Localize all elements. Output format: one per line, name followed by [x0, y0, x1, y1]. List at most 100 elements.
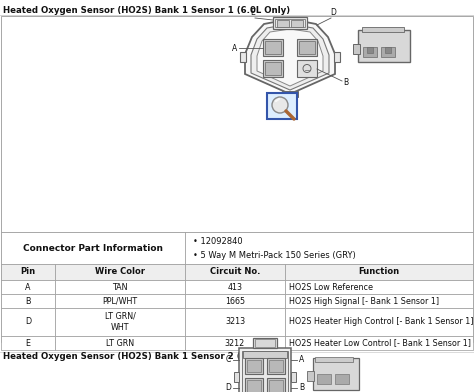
Text: LT GRN/: LT GRN/: [105, 312, 136, 321]
Bar: [242, 351, 288, 392]
Text: Wire Color: Wire Color: [95, 267, 145, 276]
Text: B: B: [299, 383, 304, 392]
Bar: [297, 60, 317, 77]
Bar: [1, 336, 55, 350]
Bar: [1, 308, 55, 336]
Bar: [282, 91, 298, 97]
Text: HO2S High Signal [- Bank 1 Sensor 1]: HO2S High Signal [- Bank 1 Sensor 1]: [289, 296, 439, 305]
Bar: [247, 380, 261, 392]
Bar: [185, 232, 473, 264]
Text: E: E: [26, 339, 30, 347]
Bar: [55, 264, 185, 280]
Text: Function: Function: [358, 267, 400, 276]
Bar: [363, 47, 377, 57]
Text: 3212: 3212: [225, 339, 245, 347]
Bar: [245, 358, 263, 374]
Text: TAN: TAN: [112, 283, 128, 292]
Text: A: A: [299, 356, 304, 365]
Bar: [1, 264, 55, 280]
Bar: [285, 294, 473, 308]
Bar: [367, 47, 373, 53]
Bar: [285, 308, 473, 336]
Bar: [263, 39, 283, 56]
Bar: [297, 39, 317, 56]
Bar: [269, 360, 283, 372]
Bar: [1, 280, 55, 294]
Bar: [185, 336, 285, 350]
Polygon shape: [251, 24, 329, 90]
Bar: [267, 378, 285, 392]
Bar: [255, 339, 275, 347]
Bar: [381, 47, 395, 57]
Polygon shape: [257, 29, 323, 86]
Bar: [1, 294, 55, 308]
Text: HO2S Heater High Control [- Bank 1 Sensor 1]: HO2S Heater High Control [- Bank 1 Senso…: [289, 318, 474, 327]
Bar: [239, 348, 291, 392]
Bar: [313, 358, 359, 390]
Text: 1665: 1665: [225, 296, 245, 305]
Bar: [1, 16, 473, 232]
Bar: [285, 280, 473, 294]
Bar: [307, 371, 314, 381]
Text: LT GRN: LT GRN: [106, 339, 134, 347]
Bar: [277, 20, 289, 27]
Bar: [299, 41, 315, 54]
Bar: [315, 357, 353, 362]
Text: Heated Oxygen Sensor (HO2S) Bank 1 Sensor 1 (6.0L Only): Heated Oxygen Sensor (HO2S) Bank 1 Senso…: [3, 6, 290, 15]
Bar: [285, 264, 473, 280]
Bar: [317, 374, 331, 384]
Text: D: D: [225, 383, 231, 392]
Text: Connector Part Information: Connector Part Information: [23, 243, 163, 252]
Text: • 12092840: • 12092840: [193, 236, 243, 245]
Text: D: D: [330, 8, 336, 17]
Bar: [269, 380, 283, 392]
Text: Pin: Pin: [20, 267, 36, 276]
Bar: [253, 338, 277, 348]
Bar: [334, 52, 340, 62]
Bar: [1, 232, 185, 264]
Text: • 5 Way M Metri-Pack 150 Series (GRY): • 5 Way M Metri-Pack 150 Series (GRY): [193, 250, 356, 260]
Bar: [185, 294, 285, 308]
Bar: [185, 308, 285, 336]
Text: E: E: [251, 8, 255, 17]
Text: D: D: [25, 318, 31, 327]
Text: Heated Oxygen Sensor (HO2S) Bank 1 Sensor 2 (6.0L Only): Heated Oxygen Sensor (HO2S) Bank 1 Senso…: [3, 352, 290, 361]
Bar: [385, 47, 391, 53]
Bar: [265, 62, 281, 75]
Bar: [234, 372, 239, 382]
Text: B: B: [343, 78, 348, 87]
Text: C: C: [226, 356, 231, 365]
Text: 3213: 3213: [225, 318, 245, 327]
Bar: [240, 52, 246, 62]
Bar: [285, 336, 473, 350]
Text: A: A: [232, 44, 237, 53]
Bar: [243, 351, 287, 358]
Bar: [265, 41, 281, 54]
Text: HO2S Low Reference: HO2S Low Reference: [289, 283, 373, 292]
Bar: [55, 294, 185, 308]
Bar: [273, 17, 307, 29]
Bar: [291, 20, 303, 27]
Bar: [263, 60, 283, 77]
Bar: [55, 308, 185, 336]
Text: 413: 413: [228, 283, 243, 292]
Circle shape: [272, 97, 288, 113]
Text: HO2S Heater Low Control [- Bank 1 Sensor 1]: HO2S Heater Low Control [- Bank 1 Sensor…: [289, 339, 471, 347]
Bar: [185, 280, 285, 294]
Polygon shape: [245, 19, 335, 94]
Bar: [335, 374, 349, 384]
Bar: [1, 232, 473, 342]
Bar: [291, 372, 296, 382]
Text: WHT: WHT: [111, 323, 129, 332]
Bar: [55, 336, 185, 350]
Text: Circuit No.: Circuit No.: [210, 267, 260, 276]
Text: B: B: [25, 296, 31, 305]
Bar: [247, 360, 261, 372]
Bar: [267, 358, 285, 374]
Bar: [185, 264, 285, 280]
Bar: [358, 30, 410, 62]
Bar: [362, 27, 404, 32]
Bar: [267, 93, 297, 119]
Text: A: A: [25, 283, 31, 292]
Text: PPL/WHT: PPL/WHT: [102, 296, 137, 305]
